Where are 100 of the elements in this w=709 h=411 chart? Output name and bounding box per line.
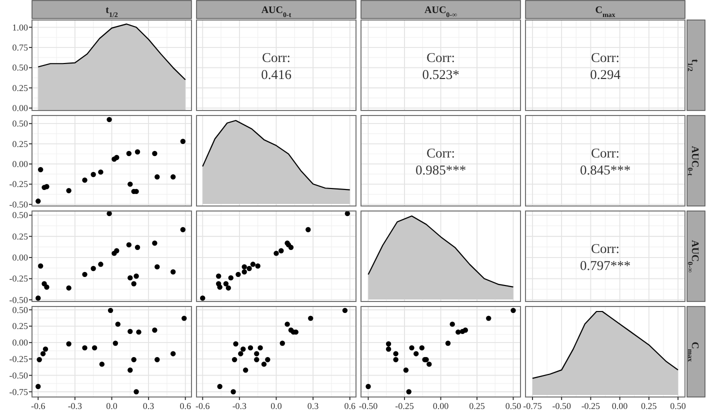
point [250, 262, 256, 267]
point [170, 351, 176, 356]
y-tick-label: 0.50 [12, 304, 28, 315]
text: Corr: [426, 50, 455, 65]
point [510, 308, 516, 314]
y-tick-label: 1.00 [12, 22, 28, 32]
point [419, 345, 424, 350]
point [462, 328, 468, 333]
x-tick-label: 0.00 [612, 401, 628, 411]
x-tick-label: -0.3 [232, 401, 248, 411]
point [284, 322, 290, 327]
point [366, 384, 371, 390]
x-tick-label: 0.25 [641, 401, 658, 411]
y-tick-label: 0.00 [12, 158, 28, 169]
point [126, 242, 132, 248]
point [36, 198, 41, 204]
x-tick-label: -0.75 [523, 401, 542, 411]
point [92, 345, 98, 350]
point [112, 340, 118, 346]
point [44, 284, 50, 290]
point [134, 149, 140, 154]
x-tick-label: 0.3 [142, 401, 155, 411]
y-tick-label: 0.75 [12, 42, 28, 52]
point [254, 357, 260, 362]
point [136, 329, 142, 335]
point [228, 275, 234, 280]
point [258, 345, 263, 350]
point [248, 345, 254, 350]
point [386, 341, 392, 346]
point [82, 178, 88, 183]
x-tick-label: 0.0 [106, 401, 118, 411]
x-tick-label: -0.6 [31, 401, 46, 411]
point [90, 266, 96, 272]
text: AUC$_{0-∞}$ [424, 5, 458, 19]
point [414, 351, 419, 356]
x-tick-label: 0.25 [469, 401, 486, 411]
y-tick-label: 0.25 [12, 321, 28, 332]
point [254, 351, 260, 356]
x-tick-label: -0.50 [358, 401, 378, 411]
x-tick-label: -0.6 [196, 401, 210, 411]
point [426, 362, 432, 367]
point [154, 357, 160, 362]
text: 0.985*** [415, 162, 466, 178]
point [200, 296, 206, 301]
point [114, 154, 120, 160]
point [128, 275, 133, 280]
text: 0.523* [422, 66, 460, 82]
point [223, 281, 229, 286]
x-tick-label: 0.6 [180, 401, 192, 411]
point [126, 150, 132, 156]
point [128, 182, 133, 187]
point [66, 285, 72, 291]
y-tick-label: -0.50 [9, 294, 28, 305]
y-tick-label: -0.25 [9, 274, 28, 284]
text: Corr: [591, 145, 620, 160]
point [106, 116, 112, 122]
point [226, 285, 231, 291]
y-tick-label: -0.25 [9, 179, 28, 190]
point [386, 346, 392, 352]
point [240, 346, 246, 352]
point [134, 274, 139, 279]
point [152, 240, 158, 246]
x-tick-label: -0.3 [68, 401, 83, 411]
point [445, 340, 451, 346]
point [38, 263, 44, 269]
point [242, 368, 248, 373]
x-tick-label: -0.25 [581, 401, 601, 411]
point [98, 262, 104, 267]
point [486, 316, 492, 321]
point [274, 250, 279, 256]
point [242, 264, 247, 270]
point [82, 345, 88, 350]
point [238, 351, 244, 356]
point [406, 389, 412, 394]
y-tick-label: 0.25 [12, 138, 28, 149]
x-tick-label: -0.25 [395, 401, 414, 411]
point [114, 248, 120, 254]
text: 0.845*** [580, 162, 631, 178]
text: 0.416 [261, 66, 292, 82]
point [255, 263, 260, 269]
point [409, 345, 414, 350]
text: Corr: [591, 240, 620, 256]
point [115, 322, 120, 327]
point [170, 174, 176, 180]
point [278, 248, 284, 254]
point [152, 150, 158, 156]
y-tick-label: 0.50 [12, 210, 28, 220]
x-tick-label: 0.6 [344, 401, 356, 411]
chart-title: t$_{1/2}$ [106, 5, 118, 19]
point [180, 227, 186, 232]
point [36, 357, 42, 362]
point [66, 341, 72, 346]
point [216, 274, 222, 279]
point [308, 316, 314, 321]
point [217, 284, 222, 290]
point [36, 296, 41, 301]
point [393, 351, 398, 356]
point [40, 351, 46, 356]
point [450, 322, 455, 327]
text: Corr: [426, 145, 455, 160]
